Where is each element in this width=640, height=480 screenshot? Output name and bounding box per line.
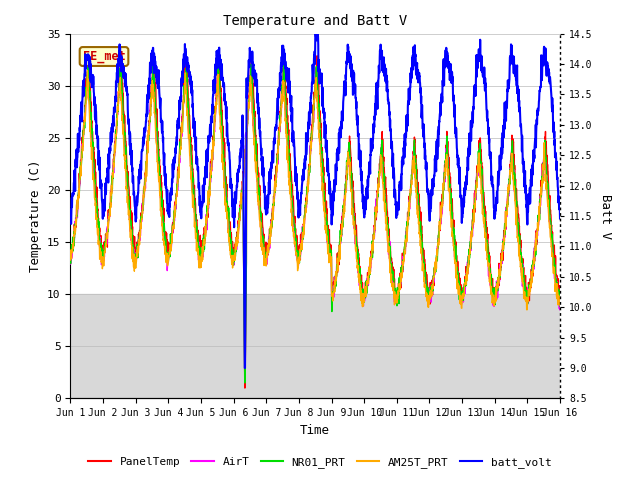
Legend: PanelTemp, AirT, NR01_PRT, AM25T_PRT, batt_volt: PanelTemp, AirT, NR01_PRT, AM25T_PRT, ba…: [84, 452, 556, 472]
Bar: [70, 294, 560, 398]
Text: EE_met: EE_met: [83, 50, 125, 63]
Title: Temperature and Batt V: Temperature and Batt V: [223, 14, 407, 28]
Y-axis label: Batt V: Batt V: [599, 193, 612, 239]
Y-axis label: Temperature (C): Temperature (C): [29, 160, 42, 272]
X-axis label: Time: Time: [300, 424, 330, 437]
